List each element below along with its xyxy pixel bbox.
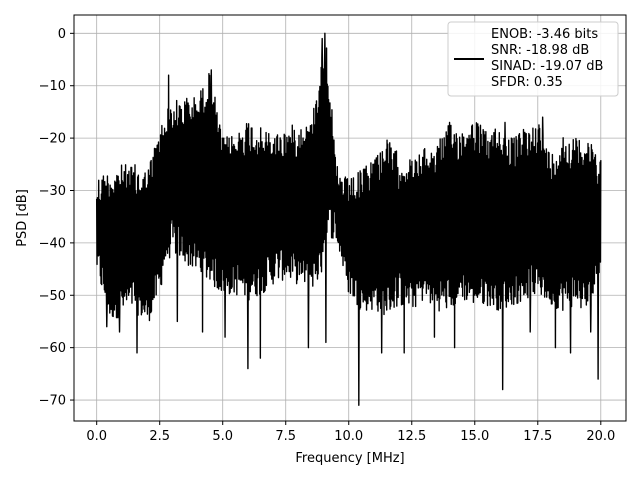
x-tick-label: 17.5	[523, 429, 552, 444]
x-tick-label: 5.0	[212, 429, 233, 444]
x-tick-label: 2.5	[149, 429, 170, 444]
x-tick-label: 12.5	[397, 429, 426, 444]
y-tick-label: −10	[39, 79, 66, 94]
y-tick-label: −20	[39, 132, 66, 147]
y-tick-label: −70	[39, 394, 66, 409]
x-tick-label: 7.5	[275, 429, 296, 444]
legend-entry: SINAD: -19.07 dB	[491, 59, 603, 74]
psd-trace	[95, 32, 602, 406]
y-tick-label: 0	[58, 27, 66, 42]
legend-entry: SNR: -18.98 dB	[491, 43, 589, 58]
legend-entry: SFDR: 0.35	[491, 75, 563, 90]
x-axis-label: Frequency [MHz]	[295, 451, 404, 466]
y-tick-label: −60	[39, 341, 66, 356]
x-tick-label: 0.0	[86, 429, 107, 444]
y-axis-label: PSD [dB]	[15, 189, 30, 247]
legend-box	[447, 21, 619, 97]
x-tick-label: 20.0	[586, 429, 615, 444]
x-axis: 0.0 2.5 5.0 7.5 10.0 12.5 15.0 17.5 20.0	[86, 421, 615, 444]
plot-frame	[73, 14, 627, 422]
psd-series	[95, 32, 602, 406]
x-tick-label: 10.0	[334, 429, 363, 444]
y-tick-label: −40	[39, 236, 66, 251]
x-tick-label: 15.0	[460, 429, 489, 444]
y-tick-label: −30	[39, 184, 66, 199]
y-tick-label: −50	[39, 289, 66, 304]
legend-entry: ENOB: -3.46 bits	[491, 27, 598, 42]
y-axis: 0 −10 −20 −30 −40 −50 −60 −70	[39, 27, 74, 409]
